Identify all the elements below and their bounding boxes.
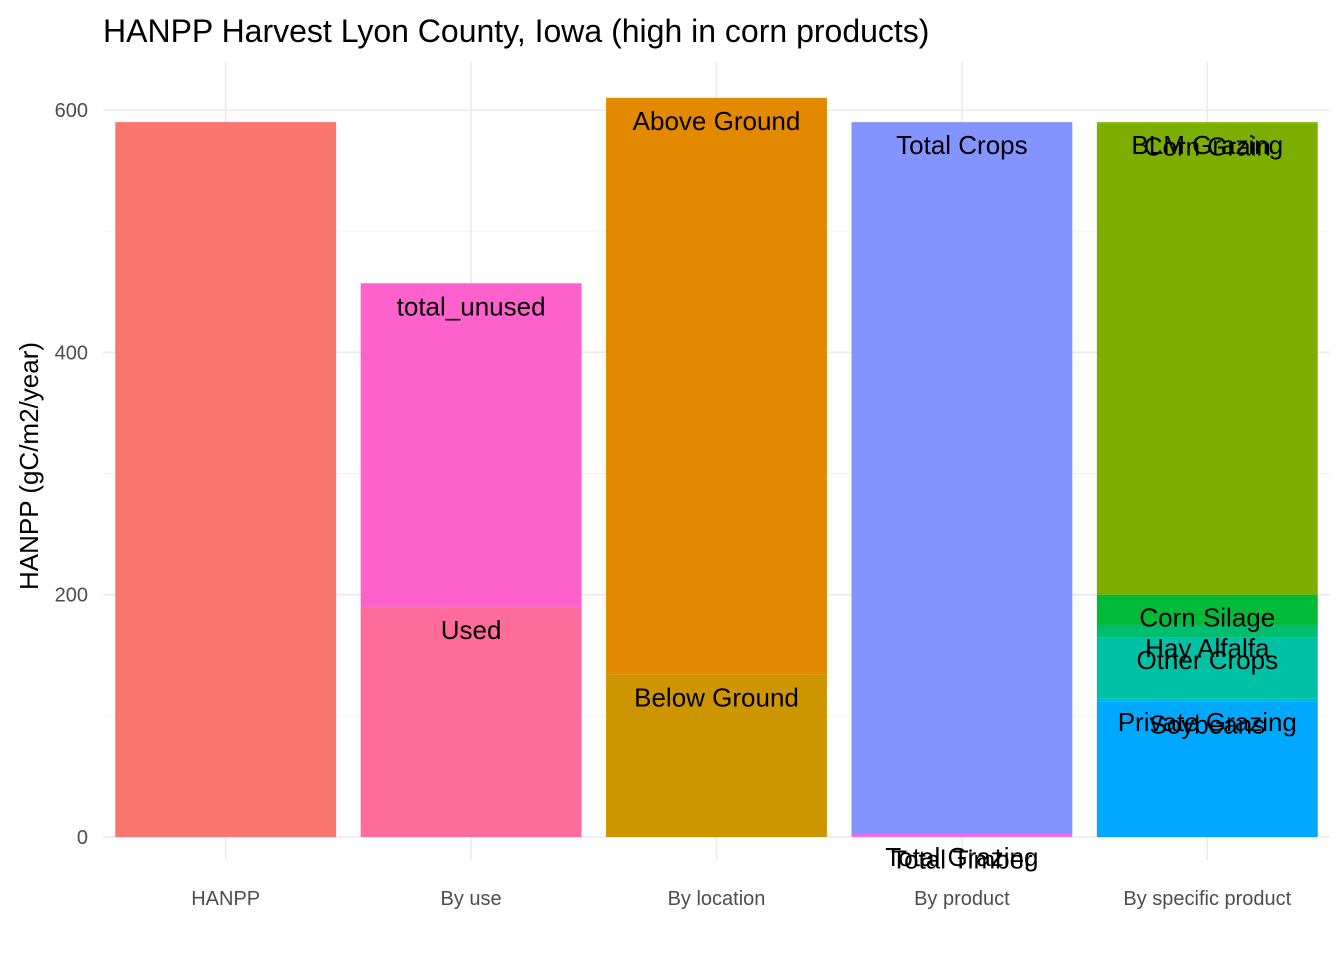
x-tick-label: HANPP bbox=[191, 888, 260, 910]
x-tick-label: By use bbox=[441, 888, 502, 910]
bar-data-label: Above Ground bbox=[633, 106, 801, 136]
bar-data-label: Private Grazing bbox=[1118, 707, 1297, 737]
bar-segment bbox=[1096, 698, 1318, 702]
bar-data-label: Corn Silage bbox=[1139, 603, 1275, 633]
bars bbox=[115, 97, 1318, 837]
y-tick-label: 0 bbox=[77, 827, 88, 849]
y-tick-label: 600 bbox=[55, 100, 88, 122]
bar-segment bbox=[1096, 123, 1318, 595]
y-tick-label: 200 bbox=[55, 585, 88, 607]
chart-title: HANPP Harvest Lyon County, Iowa (high in… bbox=[103, 13, 929, 49]
bar-segment bbox=[606, 97, 827, 675]
bar-segment bbox=[1096, 594, 1318, 625]
bar-data-label: Corn Grain bbox=[1144, 131, 1271, 161]
bar-data-label: Soybeans bbox=[1149, 709, 1265, 739]
bar-data-label: Total Timber bbox=[891, 844, 1033, 874]
bar-data-label: Total Grazing bbox=[885, 842, 1038, 872]
y-tick-label: 400 bbox=[55, 342, 88, 364]
bar-segment bbox=[1096, 701, 1318, 837]
bar-data-label: Used bbox=[441, 615, 502, 645]
x-tick-label: By product bbox=[914, 888, 1010, 910]
bar-data-label: Total Crops bbox=[896, 130, 1028, 160]
bar-segment bbox=[1096, 637, 1318, 699]
bar-data-label: total_unused bbox=[397, 291, 546, 321]
bar-segment bbox=[360, 283, 582, 607]
bar-segment bbox=[606, 674, 827, 837]
bar-segment bbox=[115, 122, 337, 837]
bar-segment bbox=[851, 836, 1073, 837]
bar-segment bbox=[360, 606, 582, 837]
bar-segment bbox=[1096, 624, 1318, 638]
x-tick-label: By specific product bbox=[1123, 888, 1291, 910]
y-axis-label: HANPP (gC/m2/year) bbox=[14, 342, 44, 590]
bar-segment bbox=[851, 833, 1073, 837]
y-axis-ticks: 0 200 400 600 bbox=[55, 100, 88, 849]
bar-data-label: BLM Grazing bbox=[1131, 130, 1283, 160]
bar-segment bbox=[1096, 122, 1318, 124]
x-axis-ticks: HANPP By use By location By product By speci… bbox=[191, 888, 1291, 910]
bar-data-label: Below Ground bbox=[634, 683, 799, 713]
bar-data-label: Other Crops bbox=[1136, 645, 1278, 675]
bar-labels: Used total_unused Below Ground Above Ground… bbox=[397, 106, 1297, 875]
x-tick-label: By location bbox=[668, 888, 766, 910]
bar-data-label: Hay Alfalfa bbox=[1145, 633, 1270, 663]
bar-segment bbox=[851, 122, 1073, 834]
